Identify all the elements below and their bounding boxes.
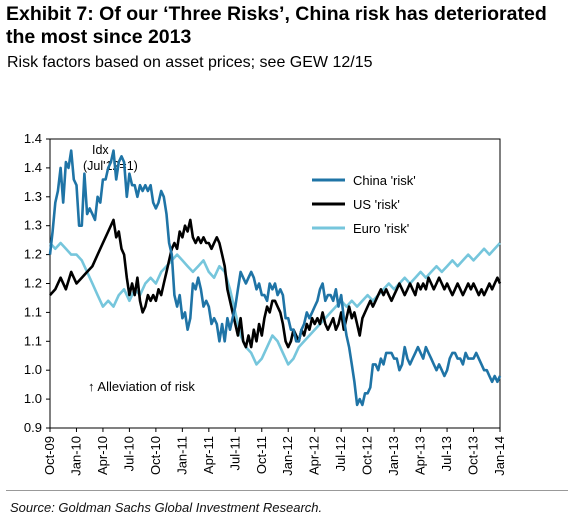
y-tick-label: 1.4 bbox=[24, 131, 42, 146]
series-line-2 bbox=[49, 241, 501, 366]
x-tick-label: Oct-13 bbox=[466, 436, 481, 475]
y-tick-label: 1.1 bbox=[24, 304, 42, 319]
y-tick-label: 1.0 bbox=[24, 391, 42, 406]
divider-line bbox=[6, 490, 568, 491]
unit-label: Idx bbox=[92, 143, 109, 157]
legend-label: US 'risk' bbox=[353, 197, 400, 212]
x-tick-label: Apr-10 bbox=[95, 436, 110, 475]
x-tick-label: Jul-10 bbox=[121, 436, 136, 471]
y-tick-label: 0.9 bbox=[24, 420, 42, 435]
source-note: Source: Goldman Sachs Global Investment … bbox=[10, 500, 323, 515]
series-line-1 bbox=[49, 218, 502, 349]
annotation-text: ↑ Alleviation of risk bbox=[88, 379, 195, 394]
legend-label: China 'risk' bbox=[353, 173, 416, 188]
x-tick-label: Oct-12 bbox=[360, 436, 375, 475]
x-tick-label: Oct-10 bbox=[148, 436, 163, 475]
x-tick-label: Oct-09 bbox=[42, 436, 57, 475]
x-tick-label: Jan-14 bbox=[492, 436, 507, 476]
x-tick-label: Oct-11 bbox=[254, 436, 269, 474]
chart-title: Exhibit 7: Of our ‘Three Risks’, China r… bbox=[6, 3, 547, 48]
y-tick-label: 1.4 bbox=[24, 160, 42, 175]
x-tick-label: Jan-13 bbox=[386, 436, 401, 476]
x-tick-label: Jul-11 bbox=[227, 436, 242, 470]
x-tick-label: Jan-10 bbox=[68, 436, 83, 476]
y-tick-label: 1.0 bbox=[24, 362, 42, 377]
y-tick-label: 1.1 bbox=[24, 333, 42, 348]
y-tick-label: 1.3 bbox=[24, 218, 42, 233]
chart-subtitle: Risk factors based on asset prices; see … bbox=[7, 54, 373, 71]
y-tick-label: 1.2 bbox=[24, 276, 42, 291]
y-tick-label: 1.3 bbox=[24, 189, 42, 204]
x-tick-label: Jan-11 bbox=[174, 436, 189, 475]
legend-label: Euro 'risk' bbox=[353, 221, 409, 236]
x-tick-label: Jul-12 bbox=[333, 436, 348, 471]
chart-area: 0.9 1.0 1.0 1.1 1.1 1.2 1.2 1.3 1.3 1.4 1.4 Oct-09 J… bbox=[0, 125, 573, 485]
x-tick-label: Apr-12 bbox=[307, 436, 322, 475]
y-tick-label: 1.2 bbox=[24, 247, 42, 262]
x-tick-label: Jan-12 bbox=[280, 436, 295, 476]
series-line-0 bbox=[48, 149, 502, 407]
x-tick-label: Jul-13 bbox=[439, 436, 454, 471]
line-chart: 0.9 1.0 1.0 1.1 1.1 1.2 1.2 1.3 1.3 1.4 1.4 Oct-09 J… bbox=[24, 131, 507, 476]
x-tick-label: Apr-11 bbox=[201, 436, 216, 474]
x-tick-label: Apr-13 bbox=[413, 436, 428, 475]
